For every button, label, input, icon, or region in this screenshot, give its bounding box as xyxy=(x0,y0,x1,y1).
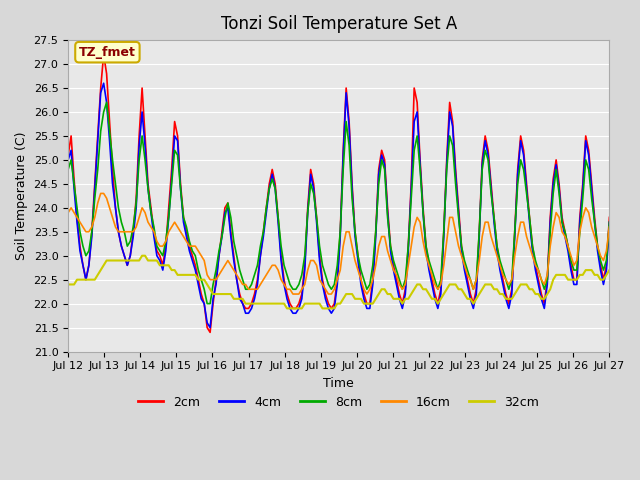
Title: Tonzi Soil Temperature Set A: Tonzi Soil Temperature Set A xyxy=(221,15,457,33)
Text: TZ_fmet: TZ_fmet xyxy=(79,46,136,59)
Y-axis label: Soil Temperature (C): Soil Temperature (C) xyxy=(15,132,28,260)
Legend: 2cm, 4cm, 8cm, 16cm, 32cm: 2cm, 4cm, 8cm, 16cm, 32cm xyxy=(133,391,544,414)
X-axis label: Time: Time xyxy=(323,377,354,390)
